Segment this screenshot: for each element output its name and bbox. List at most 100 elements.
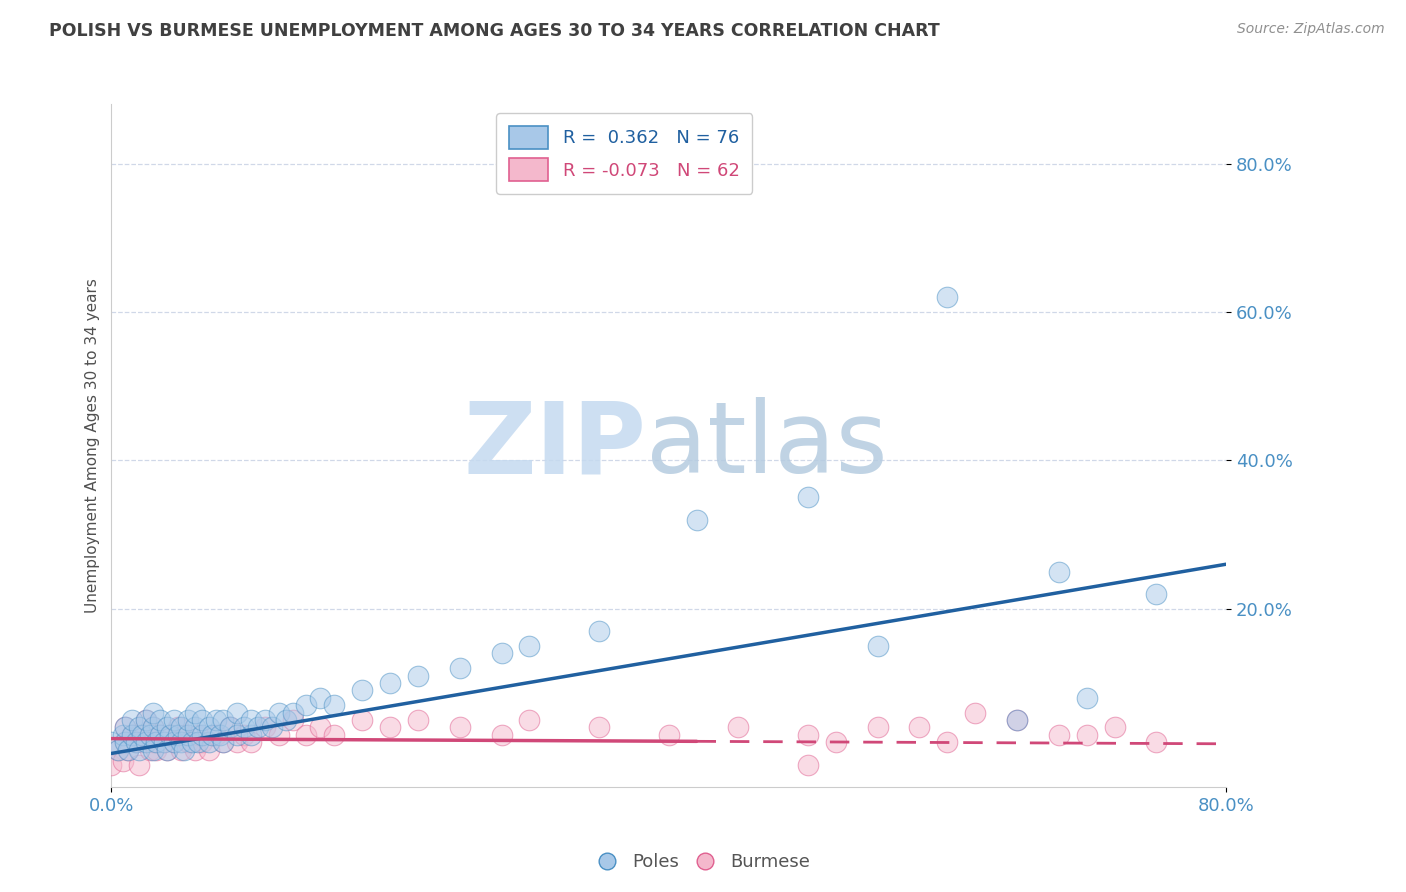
Point <box>519 713 541 727</box>
Point <box>218 721 240 735</box>
Point <box>121 728 143 742</box>
Point <box>406 668 429 682</box>
Point <box>191 728 214 742</box>
Text: atlas: atlas <box>647 397 889 494</box>
Point <box>142 706 165 720</box>
Point <box>121 713 143 727</box>
Point <box>1144 735 1167 749</box>
Point <box>1047 565 1070 579</box>
Point <box>149 728 172 742</box>
Point <box>167 721 190 735</box>
Point <box>295 698 318 713</box>
Point <box>239 735 262 749</box>
Point <box>173 743 195 757</box>
Point <box>191 735 214 749</box>
Point <box>352 713 374 727</box>
Point <box>111 754 134 768</box>
Point <box>212 735 235 749</box>
Point <box>205 728 228 742</box>
Point <box>114 721 136 735</box>
Point <box>198 743 221 757</box>
Point <box>184 706 207 720</box>
Point <box>1005 713 1028 727</box>
Point <box>145 735 167 749</box>
Point <box>281 713 304 727</box>
Point <box>131 735 153 749</box>
Point <box>352 683 374 698</box>
Point <box>142 721 165 735</box>
Point <box>125 735 148 749</box>
Point <box>198 721 221 735</box>
Point <box>225 706 247 720</box>
Point <box>128 721 150 735</box>
Point <box>173 728 195 742</box>
Legend: Poles, Burmese: Poles, Burmese <box>589 847 817 879</box>
Point <box>111 728 134 742</box>
Point <box>239 713 262 727</box>
Point <box>866 721 889 735</box>
Point <box>100 735 122 749</box>
Point <box>167 728 190 742</box>
Point <box>159 728 181 742</box>
Point <box>232 728 254 742</box>
Point <box>191 713 214 727</box>
Point <box>246 721 269 735</box>
Point <box>274 713 297 727</box>
Point <box>1076 690 1098 705</box>
Point <box>1104 721 1126 735</box>
Point <box>1047 728 1070 742</box>
Point <box>149 728 172 742</box>
Point <box>936 290 959 304</box>
Legend: R =  0.362   N = 76, R = -0.073   N = 62: R = 0.362 N = 76, R = -0.073 N = 62 <box>496 113 752 194</box>
Point <box>128 728 150 742</box>
Point <box>163 713 186 727</box>
Text: ZIP: ZIP <box>464 397 647 494</box>
Point <box>797 757 820 772</box>
Point <box>1076 728 1098 742</box>
Point <box>267 728 290 742</box>
Point <box>100 757 122 772</box>
Point <box>323 698 346 713</box>
Point <box>170 735 193 749</box>
Point <box>153 735 176 749</box>
Point <box>825 735 848 749</box>
Point <box>253 721 276 735</box>
Text: Source: ZipAtlas.com: Source: ZipAtlas.com <box>1237 22 1385 37</box>
Point <box>181 735 204 749</box>
Point <box>156 743 179 757</box>
Point <box>727 721 749 735</box>
Point <box>1005 713 1028 727</box>
Point <box>218 721 240 735</box>
Point <box>149 713 172 727</box>
Point <box>491 728 513 742</box>
Point <box>198 735 221 749</box>
Point <box>309 721 332 735</box>
Point <box>201 728 224 742</box>
Point <box>519 639 541 653</box>
Point <box>184 721 207 735</box>
Point <box>187 735 209 749</box>
Point <box>177 735 200 749</box>
Point <box>936 735 959 749</box>
Point <box>281 706 304 720</box>
Point <box>491 646 513 660</box>
Point <box>866 639 889 653</box>
Point <box>156 743 179 757</box>
Point <box>107 743 129 757</box>
Point <box>406 713 429 727</box>
Point <box>139 743 162 757</box>
Point <box>205 713 228 727</box>
Point <box>142 735 165 749</box>
Point <box>128 743 150 757</box>
Point <box>153 735 176 749</box>
Point <box>225 728 247 742</box>
Point <box>107 743 129 757</box>
Point <box>449 721 471 735</box>
Point <box>139 728 162 742</box>
Point <box>128 757 150 772</box>
Point <box>170 743 193 757</box>
Point <box>159 728 181 742</box>
Point <box>295 728 318 742</box>
Point <box>588 721 610 735</box>
Point <box>187 728 209 742</box>
